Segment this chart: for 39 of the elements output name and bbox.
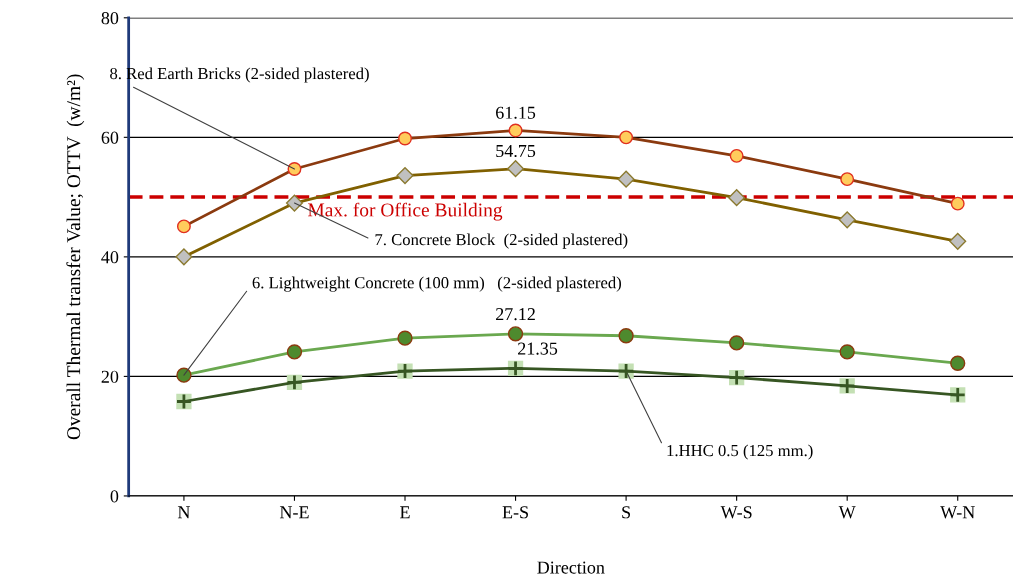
x-tick-label: S	[622, 506, 630, 519]
point	[838, 211, 856, 229]
point	[507, 160, 525, 178]
x-tick-label: W-S	[720, 506, 752, 519]
x-axis-title: Direction	[537, 561, 605, 574]
point	[728, 189, 746, 207]
x-tick-label: W-N	[940, 506, 975, 519]
point	[286, 344, 303, 360]
ref-line-label: Max. for Office Building	[308, 202, 503, 221]
y-axis-title: Overall Thermal transfer Value; OTTV (w/m²)	[66, 74, 85, 440]
x-tick-label: N	[177, 506, 191, 519]
x-tick-label: E	[400, 506, 410, 519]
point	[507, 326, 524, 342]
point	[175, 248, 193, 266]
x-tick-label: N-E	[279, 506, 309, 519]
y-tick-label: 80	[101, 12, 119, 25]
y-tick-label: 40	[101, 251, 119, 264]
data-label: 54.75	[496, 144, 536, 158]
x-tick-label: W	[838, 506, 856, 519]
point	[950, 355, 966, 371]
data-label: 61.15	[496, 106, 536, 119]
data-label: 21.35	[518, 342, 558, 355]
annotation: 6. Lightweight Concrete (100 mm) (2-sided plastered)	[252, 276, 621, 292]
data-label: 27.12	[496, 308, 535, 321]
point	[839, 344, 855, 360]
point	[396, 167, 414, 185]
y-tick-label: 20	[101, 370, 119, 383]
x-tick-label: E-S	[502, 506, 528, 519]
y-tick-label: 0	[110, 490, 119, 503]
point	[397, 330, 413, 346]
point	[949, 232, 967, 250]
y-tick-label: 60	[101, 131, 119, 144]
point	[729, 335, 745, 351]
annotation: 7. Concrete Block (2-sided plastered)	[375, 233, 628, 249]
point	[176, 367, 192, 383]
annotation: 1.HHC 0.5 (125 mm.)	[667, 444, 813, 460]
point	[617, 170, 635, 188]
point	[285, 194, 304, 212]
point	[618, 328, 634, 344]
